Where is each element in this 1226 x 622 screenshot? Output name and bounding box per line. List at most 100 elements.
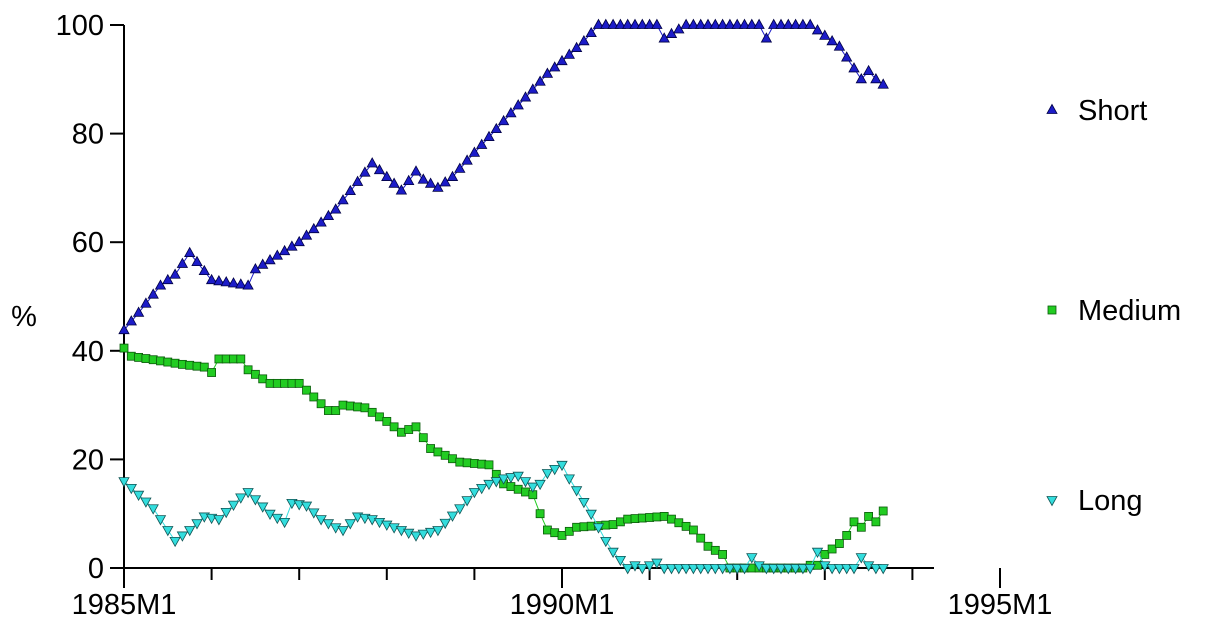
short-point — [213, 274, 225, 286]
long-point — [607, 547, 619, 559]
short-point — [381, 170, 393, 181]
long-point — [388, 523, 400, 534]
short-point — [497, 114, 510, 126]
long-point — [476, 484, 488, 495]
long-point — [242, 488, 254, 499]
short-point — [184, 246, 196, 257]
short-point — [855, 72, 867, 84]
medium-point — [856, 522, 866, 532]
medium-point — [659, 512, 669, 521]
long-point — [373, 517, 386, 529]
long-point — [235, 493, 247, 504]
medium-point — [623, 514, 633, 524]
long-point — [811, 547, 824, 559]
short-point — [125, 315, 137, 326]
short-point — [476, 138, 488, 149]
short-point — [695, 18, 707, 29]
long-point — [220, 507, 232, 519]
medium-point — [550, 528, 560, 538]
long-point — [395, 526, 408, 537]
long-point — [483, 479, 495, 491]
long-point — [497, 474, 510, 485]
long-point — [782, 564, 794, 575]
medium-point — [433, 447, 443, 457]
short-point — [782, 18, 794, 29]
medium-point — [272, 378, 282, 388]
medium-point — [126, 351, 136, 361]
short-point — [651, 18, 663, 29]
long-point — [775, 564, 787, 575]
short-point — [841, 51, 853, 62]
short-point — [716, 18, 729, 29]
medium-point — [710, 545, 720, 555]
medium-point — [827, 544, 837, 554]
medium-point — [637, 513, 647, 523]
medium-point — [455, 457, 465, 467]
long-point — [249, 495, 262, 506]
medium-point — [353, 402, 363, 412]
medium-point — [236, 354, 246, 364]
medium-point — [148, 355, 158, 365]
medium-point — [345, 401, 355, 411]
short-point — [322, 209, 335, 221]
medium-point — [513, 484, 523, 494]
medium-point — [608, 520, 618, 529]
medium-point — [396, 427, 406, 437]
long-point — [687, 564, 700, 575]
medium-point — [506, 482, 516, 491]
long-point — [578, 498, 590, 509]
long-point — [519, 477, 532, 488]
long-point — [665, 564, 678, 575]
short-point — [746, 18, 758, 29]
short-point — [877, 78, 889, 89]
long-point — [570, 486, 583, 497]
long-point — [403, 528, 415, 540]
short-point — [811, 24, 824, 35]
medium-point — [426, 444, 436, 453]
medium-point — [316, 399, 326, 409]
long-point — [702, 564, 714, 575]
long-point — [490, 477, 502, 488]
medium-point — [367, 407, 377, 417]
medium-point — [185, 360, 195, 370]
short-point — [702, 18, 714, 29]
medium-point — [557, 531, 567, 540]
short-point — [366, 157, 378, 168]
medium-point — [564, 526, 574, 536]
short-point — [344, 184, 356, 196]
short-point — [636, 18, 648, 29]
short-point — [534, 75, 546, 86]
medium-point — [572, 522, 581, 532]
long-point — [855, 553, 867, 564]
short-point — [300, 229, 313, 240]
medium-point — [338, 400, 348, 410]
long-point — [147, 504, 159, 515]
long-point — [512, 471, 524, 483]
medium-point — [667, 514, 676, 524]
long-point — [592, 523, 605, 534]
short-point — [337, 194, 349, 205]
long-point — [417, 529, 429, 540]
short-point — [417, 173, 429, 184]
long-point — [862, 561, 875, 572]
medium-point — [718, 550, 727, 559]
long-point — [658, 564, 670, 575]
medium-point — [864, 512, 873, 521]
medium-point — [535, 509, 545, 519]
short-point — [789, 18, 802, 29]
long-point — [833, 564, 846, 575]
long-point — [636, 564, 648, 575]
medium-point — [294, 378, 304, 388]
short-point — [527, 83, 539, 94]
short-point — [118, 323, 130, 335]
medium-point — [477, 459, 487, 469]
long-point — [424, 527, 437, 539]
long-point — [716, 564, 729, 575]
legend-marker-medium — [1047, 305, 1057, 315]
long-point — [585, 509, 597, 521]
short-point — [490, 122, 502, 134]
medium-point — [302, 385, 311, 395]
short-point — [505, 107, 517, 118]
short-point — [592, 18, 605, 29]
short-point — [242, 279, 254, 290]
